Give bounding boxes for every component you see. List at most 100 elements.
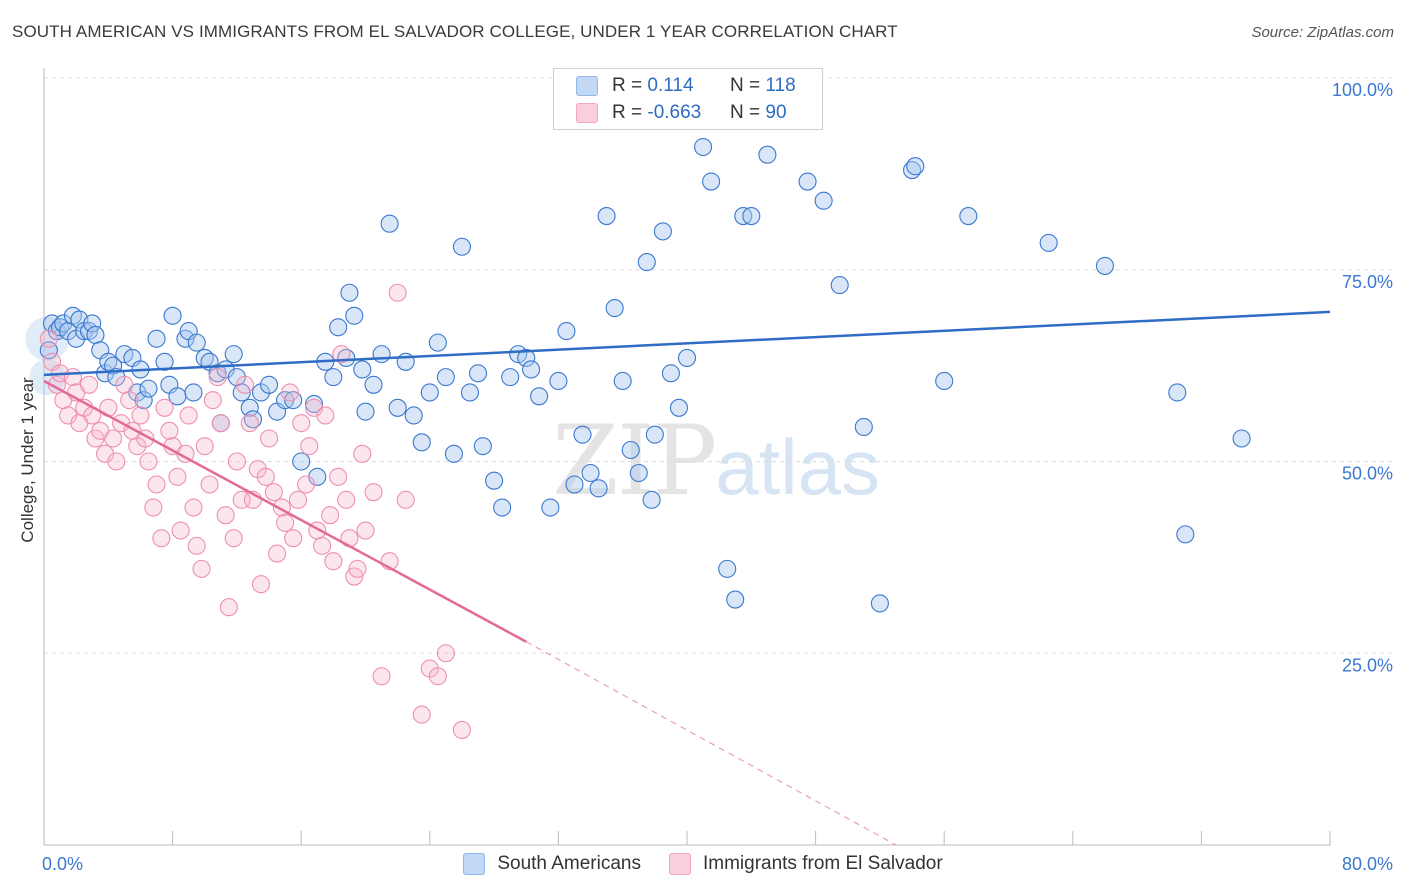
data-point-south-americans: [517, 348, 536, 368]
y-axis-label: College, Under 1 year: [18, 377, 37, 543]
data-point-el-salvador: [63, 368, 82, 387]
data-point-south-americans: [645, 425, 664, 444]
data-point-el-salvador: [388, 283, 407, 302]
data-point-el-salvador: [337, 490, 356, 509]
data-point-el-salvador: [353, 444, 372, 463]
data-point-south-americans: [444, 444, 463, 463]
data-point-el-salvador: [300, 437, 319, 456]
y-tick-label: 25.0%: [1342, 655, 1393, 675]
watermark-atlas: atlas: [715, 423, 880, 511]
data-point-south-americans: [468, 364, 488, 383]
y-tick-label: 100.0%: [1332, 80, 1393, 100]
data-point-south-americans: [637, 253, 656, 272]
data-point-south-americans: [329, 318, 348, 337]
data-point-south-americans: [452, 237, 472, 256]
data-point-el-salvador: [179, 406, 198, 425]
data-point-south-americans: [412, 433, 431, 452]
data-point-south-americans: [86, 325, 105, 344]
data-point-south-americans: [906, 157, 925, 176]
chart-title: SOUTH AMERICAN VS IMMIGRANTS FROM EL SAL…: [12, 22, 898, 41]
series-legend: South Americans Immigrants from El Salva…: [0, 852, 1406, 876]
legend-item-el-salvador[interactable]: Immigrants from El Salvador: [668, 853, 943, 875]
data-point-el-salvador: [251, 575, 271, 594]
data-point-south-americans: [259, 375, 279, 394]
data-point-south-americans: [718, 559, 737, 578]
data-point-south-americans: [187, 333, 206, 352]
data-point-el-salvador: [208, 368, 227, 387]
watermark-zip: ZIP: [552, 405, 717, 517]
data-point-el-salvador: [104, 429, 123, 448]
tick-labels: 25.0% 50.0% 75.0% 100.0% 0.0% 80.0%: [42, 80, 1393, 874]
y-tick-label: 50.0%: [1342, 464, 1393, 484]
data-point-south-americans: [629, 463, 648, 483]
data-point-south-americans: [501, 368, 520, 387]
data-point-el-salvador: [332, 345, 351, 364]
data-point-el-salvador: [436, 644, 455, 663]
data-point-south-americans: [605, 299, 624, 318]
data-point-south-americans: [460, 383, 480, 402]
legend-item-south-americans[interactable]: South Americans: [463, 853, 641, 875]
trend-lines: [43, 310, 1331, 846]
data-point-el-salvador: [184, 498, 203, 517]
data-point-el-salvador: [452, 720, 472, 740]
data-point-south-americans: [854, 417, 873, 437]
data-point-south-americans: [224, 345, 243, 364]
data-point-south-americans: [420, 383, 439, 402]
data-point-south-americans: [292, 452, 311, 471]
data-point-el-salvador: [211, 414, 230, 433]
data-point-south-americans: [798, 172, 817, 191]
data-point-el-salvador: [329, 467, 348, 486]
data-point-el-salvador: [292, 414, 311, 433]
data-point-el-salvador: [144, 498, 163, 517]
data-point-el-salvador: [259, 429, 279, 448]
data-point-south-americans: [1168, 383, 1187, 402]
data-point-el-salvador: [288, 490, 308, 509]
x-tick-label: 0.0%: [42, 854, 83, 874]
data-point-el-salvador: [155, 398, 174, 417]
data-point-south-americans: [726, 590, 745, 609]
data-point-el-salvador: [139, 452, 158, 471]
data-point-south-americans: [661, 364, 680, 383]
legend-label: South Americans: [497, 853, 641, 874]
data-point-south-americans: [104, 356, 123, 375]
y-tick-label: 75.0%: [1342, 272, 1393, 292]
data-point-south-americans: [345, 306, 364, 325]
data-point-south-americans: [573, 425, 592, 444]
data-point-el-salvador: [224, 529, 243, 548]
legend-n: N = 90: [730, 102, 787, 123]
data-point-el-salvador: [428, 667, 447, 686]
data-point-el-salvador: [187, 536, 206, 555]
data-point-south-americans: [702, 172, 721, 191]
data-point-el-salvador: [316, 406, 335, 425]
data-point-el-salvador: [276, 513, 295, 532]
data-point-south-americans: [935, 371, 954, 391]
data-point-el-salvador: [39, 329, 58, 348]
data-point-el-salvador: [227, 452, 246, 471]
data-point-south-americans: [436, 368, 455, 387]
data-point-south-americans: [758, 145, 777, 164]
data-point-south-americans: [669, 398, 689, 417]
x-tick-label: 80.0%: [1342, 854, 1393, 874]
data-point-el-salvador: [195, 437, 214, 456]
data-point-el-salvador: [324, 552, 343, 571]
data-point-south-americans: [677, 348, 697, 368]
data-point-south-americans: [493, 498, 512, 517]
data-point-el-salvador: [107, 452, 126, 471]
data-point-south-americans: [485, 471, 504, 490]
data-point-el-salvador: [372, 667, 391, 686]
data-point-south-americans: [1095, 256, 1114, 275]
data-point-south-americans: [830, 276, 849, 295]
correlation-legend: R = 0.114 N = 118 R = -0.663 N = 90: [553, 68, 823, 130]
data-point-el-salvador: [219, 598, 238, 617]
data-point-el-salvador: [264, 483, 283, 502]
data-point-el-salvador: [216, 506, 235, 525]
data-point-south-americans: [653, 222, 672, 241]
data-point-south-americans: [814, 191, 833, 210]
data-point-el-salvador: [396, 490, 415, 509]
data-point-el-salvador: [120, 391, 139, 410]
data-point-el-salvador: [348, 559, 367, 578]
data-point-el-salvador: [280, 383, 299, 402]
data-point-south-americans: [147, 329, 166, 348]
legend-n: N = 118: [730, 75, 796, 96]
legend-r: R = 0.114: [612, 75, 694, 96]
